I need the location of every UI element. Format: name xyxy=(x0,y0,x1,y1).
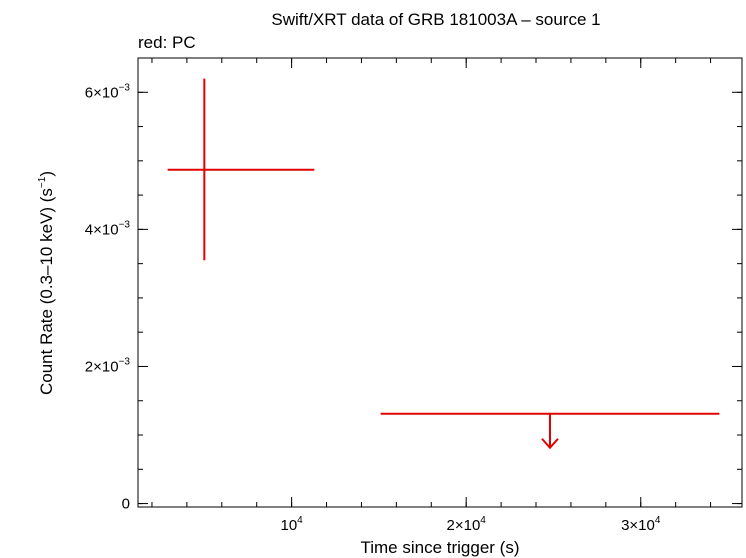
x-tick-label: 104 xyxy=(280,515,303,534)
y-axis-label-exponent: −1 xyxy=(37,176,48,188)
chart-subtitle: red: PC xyxy=(138,33,196,52)
upper-limit-point xyxy=(380,412,720,450)
y-axis-label-close: ) xyxy=(37,171,56,177)
y-tick-label: 4×10−3 xyxy=(85,219,131,238)
y-tick-label: 2×10−3 xyxy=(85,356,131,375)
x-tick-label: 2×104 xyxy=(447,515,487,534)
x-tick-label: 3×104 xyxy=(621,515,661,534)
plot-frame xyxy=(137,57,743,508)
upper-limit-arrowhead xyxy=(541,438,559,450)
y-axis-label-main: Count Rate (0.3–10 keV) (s xyxy=(37,188,56,395)
x-axis-label: Time since trigger (s) xyxy=(360,538,519,557)
data-points xyxy=(167,78,720,450)
y-axis-label: Count Rate (0.3–10 keV) (s−1) xyxy=(37,171,56,395)
axis-ticks xyxy=(138,58,742,507)
data-point xyxy=(167,78,315,261)
y-tick-label: 0 xyxy=(122,496,130,513)
chart-title: Swift/XRT data of GRB 181003A – source 1 xyxy=(271,10,600,29)
y-tick-label: 6×10−3 xyxy=(85,82,131,101)
tick-labels: 104 2×104 3×104 0 2×10−3 4×10−3 6×10−3 xyxy=(85,82,661,534)
